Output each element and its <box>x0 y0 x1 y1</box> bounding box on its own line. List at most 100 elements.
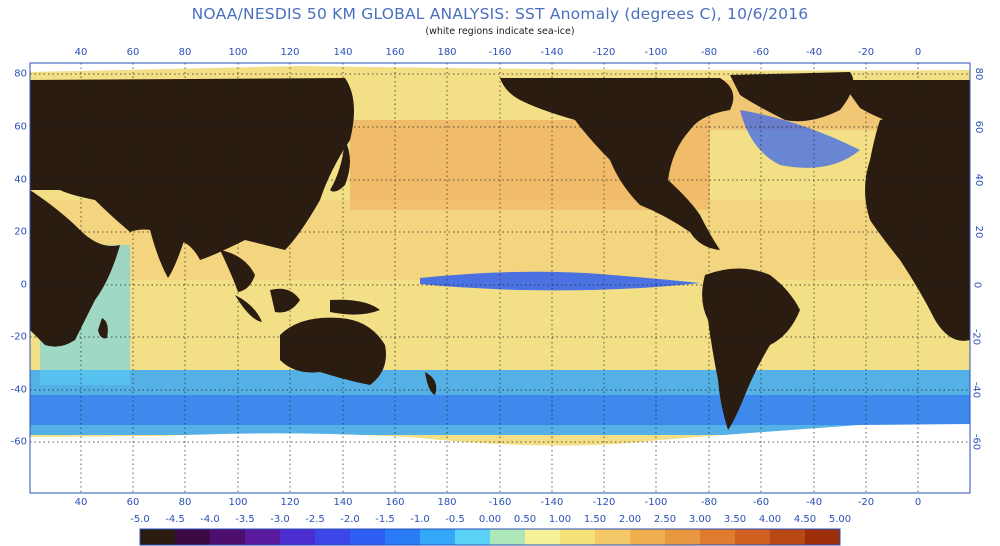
lon-tick-bottom: 80 <box>178 497 192 508</box>
lat-tick-right: -20 <box>970 328 982 346</box>
colorbar-label: -3.0 <box>270 514 290 525</box>
lat-tick-right: 20 <box>972 225 984 239</box>
colorbar-swatch <box>490 529 525 545</box>
colorbar-swatch <box>560 529 595 545</box>
land-greenland <box>730 72 854 122</box>
lon-tick-bottom: -80 <box>700 497 718 508</box>
lat-tick-left: 80 <box>14 68 27 80</box>
lon-tick-bottom: 140 <box>333 497 353 508</box>
lon-tick-top: 120 <box>280 47 300 58</box>
lon-tick-top: -100 <box>644 47 668 58</box>
lat-tick-right: 40 <box>972 173 984 187</box>
lat-tick-left: 60 <box>14 121 27 133</box>
lon-tick-top: -20 <box>857 47 875 58</box>
land-new-zealand <box>425 372 437 395</box>
colorbar-label: 2.50 <box>653 514 677 525</box>
lon-tick-top: 80 <box>178 47 192 58</box>
land-southeast-asia <box>220 250 255 292</box>
lon-tick-top: 180 <box>437 47 457 58</box>
lon-tick-top: -140 <box>540 47 564 58</box>
land-borneo <box>270 288 300 313</box>
land-masses <box>30 72 970 430</box>
cool-anomaly-north-atlantic <box>740 110 860 168</box>
land-new-guinea <box>330 299 380 315</box>
colorbar-swatch <box>280 529 315 545</box>
lon-tick-top: -60 <box>752 47 770 58</box>
lon-tick-top: -40 <box>805 47 823 58</box>
colorbar-swatch <box>630 529 665 545</box>
colorbar-swatch <box>140 529 175 545</box>
colorbar-label: 3.00 <box>688 514 712 525</box>
lon-tick-top: 60 <box>126 47 140 58</box>
lon-tick-top: -120 <box>592 47 616 58</box>
colorbar-swatch <box>735 529 770 545</box>
lat-tick-left: -20 <box>10 331 27 343</box>
lon-tick-bottom: 40 <box>74 497 88 508</box>
lon-tick-top: -80 <box>700 47 718 58</box>
lat-tick-right: 0 <box>971 281 983 289</box>
graticule <box>30 63 970 493</box>
colorbar-swatch <box>210 529 245 545</box>
land-india <box>150 230 185 278</box>
land-madagascar <box>98 318 108 339</box>
lat-tick-left: -60 <box>10 436 27 448</box>
lon-tick-bottom: -40 <box>805 497 823 508</box>
colorbar-swatch <box>420 529 455 545</box>
lat-tick-right: 60 <box>972 120 984 134</box>
colorbar-label: 1.00 <box>548 514 572 525</box>
lon-tick-top: 100 <box>228 47 248 58</box>
colorbar-label: 1.50 <box>583 514 607 525</box>
map-title: NOAA/NESDIS 50 KM GLOBAL ANALYSIS: SST A… <box>191 5 809 23</box>
lon-tick-bottom: -100 <box>644 497 668 508</box>
colorbar-label: 5.00 <box>828 514 852 525</box>
colorbar-swatch <box>665 529 700 545</box>
land-south-america <box>702 268 800 430</box>
colorbar-label: -1.0 <box>410 514 430 525</box>
colorbar-swatch <box>175 529 210 545</box>
lat-tick-right: 80 <box>972 67 984 81</box>
land-eurasia <box>30 78 354 260</box>
lon-tick-bottom: -120 <box>592 497 616 508</box>
lon-tick-bottom: -140 <box>540 497 564 508</box>
colorbar-swatch <box>595 529 630 545</box>
colorbar-swatch <box>455 529 490 545</box>
colorbar-swatch <box>525 529 560 545</box>
land-sumatra <box>235 295 262 322</box>
land-europe <box>840 80 970 128</box>
lat-tick-left: -40 <box>10 384 27 396</box>
lon-tick-bottom: 160 <box>385 497 405 508</box>
lat-tick-right: -40 <box>970 381 982 399</box>
sea-ice-antarctic <box>30 424 970 493</box>
colorbar-label: -4.0 <box>200 514 220 525</box>
map-frame <box>29 62 971 494</box>
colorbar-swatch <box>350 529 385 545</box>
colorbar-label: -4.5 <box>165 514 185 525</box>
colorbar-label: 4.00 <box>758 514 782 525</box>
colorbar-swatch <box>805 529 840 545</box>
colorbar-label: -2.0 <box>340 514 360 525</box>
lon-tick-top: 40 <box>74 47 88 58</box>
lat-tick-left: 0 <box>20 279 27 291</box>
lon-tick-top: 140 <box>333 47 353 58</box>
colorbar-frame <box>139 528 841 546</box>
land-japan <box>330 140 350 192</box>
lon-tick-bottom: -60 <box>752 497 770 508</box>
lat-tick-left: 20 <box>14 226 27 238</box>
colorbar-label: -3.5 <box>235 514 255 525</box>
lon-tick-bottom: 100 <box>228 497 248 508</box>
land-africa <box>30 190 120 347</box>
colorbar-swatch <box>315 529 350 545</box>
lat-tick-right: -60 <box>970 433 982 451</box>
colorbar-swatch <box>700 529 735 545</box>
land-australia <box>280 317 386 385</box>
colorbar-swatch <box>385 529 420 545</box>
colorbar-swatch <box>770 529 805 545</box>
lon-tick-top: -160 <box>488 47 512 58</box>
lon-tick-bottom: -160 <box>488 497 512 508</box>
colorbar-label: 3.50 <box>723 514 747 525</box>
colorbar-label: 0.50 <box>513 514 537 525</box>
cool-anomaly-equatorial-pacific <box>420 271 700 291</box>
colorbar-label: -5.0 <box>130 514 150 525</box>
lon-tick-bottom: 120 <box>280 497 300 508</box>
